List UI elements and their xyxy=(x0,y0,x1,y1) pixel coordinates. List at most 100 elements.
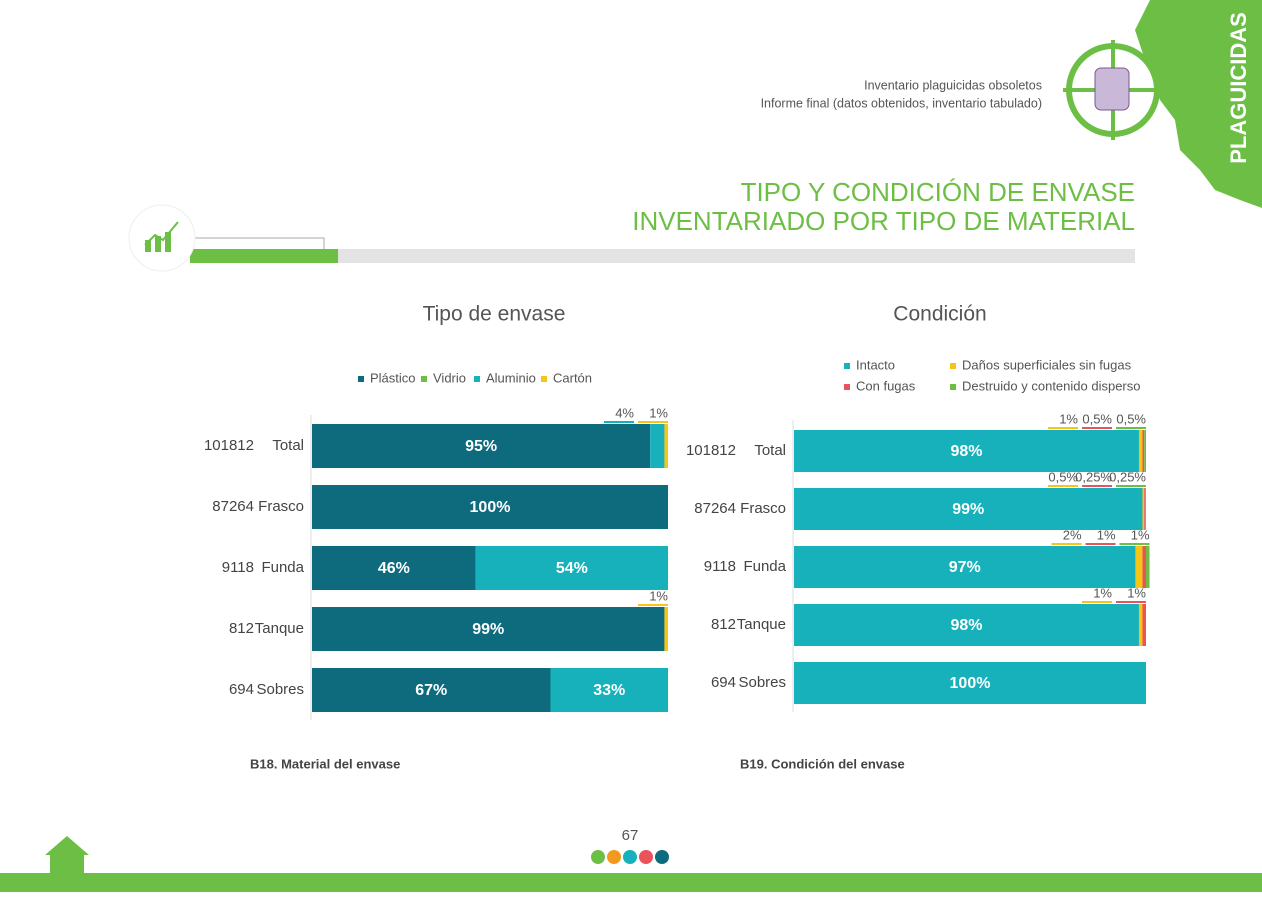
bar-segment xyxy=(794,430,1139,472)
header-line: Inventario plaguicidas obsoletos xyxy=(864,78,1042,92)
count-label: 87264 xyxy=(694,500,736,517)
legend-swatch xyxy=(474,376,480,382)
dot xyxy=(607,850,621,864)
count-label: 694 xyxy=(229,681,254,698)
bar-segment xyxy=(312,424,651,468)
icon-bar xyxy=(165,232,171,252)
chart-caption: B18. Material del envase xyxy=(250,756,400,771)
bar-segment xyxy=(1145,488,1146,530)
bar-segment xyxy=(794,604,1139,646)
count-label: 101812 xyxy=(686,442,736,459)
value-label: 67% xyxy=(415,682,447,699)
legend-label: Cartón xyxy=(553,370,592,385)
count-label: 9118 xyxy=(704,558,736,575)
category-label: Sobres xyxy=(256,681,304,698)
value-label: 98% xyxy=(950,617,982,634)
count-label: 101812 xyxy=(204,437,254,454)
bar-segment xyxy=(794,546,1136,588)
page-number: 67 xyxy=(622,827,639,844)
chart-caption: B19. Condición del envase xyxy=(740,756,905,771)
value-label: 95% xyxy=(465,438,497,455)
value-label: 1% xyxy=(1131,527,1150,542)
value-label: 0,5% xyxy=(1048,469,1078,484)
legend-swatch xyxy=(844,384,850,390)
count-label: 87264 xyxy=(212,498,254,515)
bar-segment xyxy=(1142,488,1145,530)
category-label: Funda xyxy=(261,559,304,576)
category-label: Total xyxy=(754,442,786,459)
icon-bar xyxy=(155,236,161,252)
category-label: Tanque xyxy=(255,620,304,637)
home-icon[interactable] xyxy=(45,836,89,874)
value-label: 1% xyxy=(649,588,668,603)
value-label: 0,25% xyxy=(1109,469,1146,484)
legend-swatch xyxy=(844,363,850,369)
bar-segment xyxy=(664,607,668,651)
category-label: Sobres xyxy=(738,674,786,691)
category-label: Funda xyxy=(743,558,786,575)
value-label: 99% xyxy=(472,621,504,638)
bar-segment xyxy=(1138,430,1143,472)
footer-band xyxy=(0,873,1262,892)
bar-segment xyxy=(475,546,668,590)
value-label: 97% xyxy=(949,559,981,576)
bar-segment xyxy=(1142,430,1145,472)
legend-swatch xyxy=(950,363,956,369)
value-label: 46% xyxy=(378,560,410,577)
bar-segment xyxy=(312,607,665,651)
category-label: Total xyxy=(272,437,304,454)
bar-segment xyxy=(550,668,668,712)
dot xyxy=(655,850,669,864)
bar-segment xyxy=(1142,546,1146,588)
dot xyxy=(591,850,605,864)
brush-decoration xyxy=(1135,0,1262,208)
section-title: TIPO Y CONDICIÓN DE ENVASE xyxy=(741,177,1135,207)
legend-label: Daños superficiales sin fugas xyxy=(962,357,1132,372)
header-line: Informe final (datos obtenidos, inventar… xyxy=(761,96,1042,110)
value-label: 100% xyxy=(950,675,991,692)
count-label: 812 xyxy=(711,616,736,633)
value-label: 98% xyxy=(950,443,982,460)
legend-label: Con fugas xyxy=(856,378,916,393)
bar-segment xyxy=(664,424,668,468)
category-label: Tanque xyxy=(737,616,786,633)
dot xyxy=(639,850,653,864)
bar-segment xyxy=(1138,604,1143,646)
connector xyxy=(194,237,325,249)
dot xyxy=(623,850,637,864)
bar-segment xyxy=(1146,546,1150,588)
value-label: 1% xyxy=(1093,585,1112,600)
progress-track xyxy=(190,249,1135,263)
legend-swatch xyxy=(358,376,364,382)
value-label: 0,5% xyxy=(1082,411,1112,426)
count-label: 694 xyxy=(711,674,736,691)
value-label: 1% xyxy=(1059,411,1078,426)
value-label: 1% xyxy=(649,405,668,420)
bar-segment xyxy=(312,546,476,590)
value-label: 0,25% xyxy=(1075,469,1112,484)
value-label: 33% xyxy=(593,682,625,699)
legend-swatch xyxy=(950,384,956,390)
value-label: 2% xyxy=(1063,527,1082,542)
bar-segment xyxy=(794,662,1146,704)
bar-segment xyxy=(650,424,665,468)
category-label: Frasco xyxy=(740,500,786,517)
bar-segment xyxy=(312,668,551,712)
bar-segment xyxy=(794,488,1143,530)
progress-fill xyxy=(190,249,338,263)
section-title: INVENTARIADO POR TIPO DE MATERIAL xyxy=(632,206,1135,236)
bar-segment xyxy=(312,485,668,529)
chart-title: Condición xyxy=(893,303,986,326)
legend-label: Vidrio xyxy=(433,370,466,385)
bar-segment xyxy=(1144,488,1146,530)
value-label: 1% xyxy=(1127,585,1146,600)
count-label: 9118 xyxy=(222,559,254,576)
section-icon xyxy=(128,204,196,272)
bar-segment xyxy=(1142,604,1146,646)
bar-segment xyxy=(1135,546,1143,588)
value-label: 4% xyxy=(615,405,634,420)
chart-title: Tipo de envase xyxy=(423,303,566,326)
legend-label: Intacto xyxy=(856,357,895,372)
value-label: 0,5% xyxy=(1116,411,1146,426)
